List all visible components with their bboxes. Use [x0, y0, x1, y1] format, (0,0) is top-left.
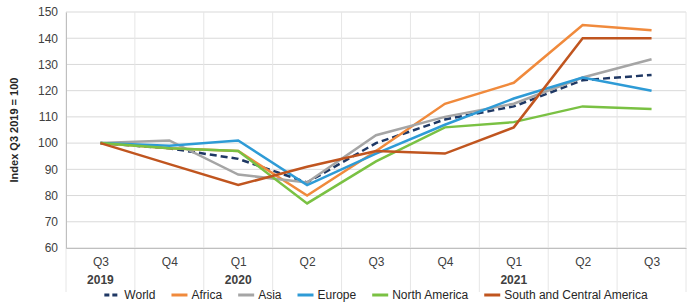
- series-line: [100, 38, 651, 185]
- x-tick-label: Q4: [437, 255, 453, 269]
- y-axis-line: [66, 13, 67, 249]
- legend-label: Europe: [318, 288, 357, 302]
- y-tick: 130: [38, 58, 66, 72]
- y-tick-label: 70: [45, 215, 59, 229]
- grid-line: [66, 248, 686, 249]
- series-line: [100, 59, 651, 182]
- y-tick: 100: [38, 136, 66, 150]
- y-tick: 80: [45, 189, 66, 203]
- year-label: 2020: [225, 273, 252, 287]
- plot: 60 70 80 90 100 110 120 130 140 150 Q3 Q4 Q1 Q2 Q3 Q4 Q1…: [38, 5, 687, 292]
- column-separator: [479, 12, 480, 292]
- legend-label: North America: [392, 288, 468, 302]
- year-label: 2019: [87, 273, 114, 287]
- x-tick-label: Q3: [93, 255, 109, 269]
- legend-label: South and Central America: [504, 288, 648, 302]
- x-tick: Q1: [231, 248, 247, 269]
- legend-item: World: [104, 288, 155, 302]
- column-separator: [134, 12, 135, 292]
- grid-line: [66, 12, 686, 13]
- series-line: [100, 106, 651, 203]
- y-tick-label: 150: [38, 5, 58, 19]
- x-tick-label: Q3: [368, 255, 384, 269]
- y-tick-label: 90: [45, 163, 59, 177]
- legend-swatch: [372, 294, 388, 297]
- column-separator: [203, 12, 204, 292]
- x-tick-label: Q4: [162, 255, 178, 269]
- legend-swatch: [484, 294, 500, 297]
- grid-line: [66, 90, 686, 91]
- x-tick-label: Q2: [575, 255, 591, 269]
- x-tick-label: Q1: [506, 255, 522, 269]
- x-tick-label: Q2: [300, 255, 316, 269]
- y-tick-label: 130: [38, 58, 58, 72]
- y-tick-label: 60: [45, 241, 59, 255]
- grid-line: [66, 221, 686, 222]
- legend-item: South and Central America: [484, 288, 648, 302]
- legend-item: Asia: [238, 288, 282, 302]
- column-separator: [686, 12, 687, 292]
- grid-line: [66, 169, 686, 170]
- y-tick: 140: [38, 32, 66, 46]
- y-tick: 70: [45, 215, 66, 229]
- x-axis-line: [67, 248, 687, 249]
- legend-item: Europe: [298, 288, 357, 302]
- y-tick-label: 80: [45, 189, 59, 203]
- legend-item: North America: [372, 288, 468, 302]
- legend-label: World: [124, 288, 155, 302]
- column-separators: [66, 12, 686, 292]
- y-tick-label: 100: [38, 136, 58, 150]
- x-tick: Q2: [575, 248, 591, 269]
- column-separator: [341, 12, 342, 292]
- year-label: 2021: [500, 273, 527, 287]
- grid-line: [66, 195, 686, 196]
- grid-line: [66, 64, 686, 65]
- y-tick-label: 140: [38, 32, 58, 46]
- y-axis-title: Index Q3 2019 = 100: [8, 78, 20, 183]
- x-tick: Q4: [162, 248, 178, 269]
- x-tick-label: Q1: [231, 255, 247, 269]
- legend-swatch: [298, 294, 314, 297]
- x-tick-label: Q3: [644, 255, 660, 269]
- y-axis: 60 70 80 90 100 110 120 130 140 150: [38, 5, 67, 255]
- y-tick: 150: [38, 5, 66, 19]
- y-tick-label: 120: [38, 84, 58, 98]
- legend-swatch: [104, 294, 120, 297]
- chart: 60 70 80 90 100 110 120 130 140 150 Q3 Q4 Q1 Q2 Q3 Q4 Q1…: [0, 0, 692, 303]
- y-tick: 90: [45, 163, 66, 177]
- legend-label: Asia: [258, 288, 282, 302]
- series-lines: [100, 25, 651, 203]
- grid-line: [66, 116, 686, 117]
- legend: World Africa Asia Europe North America South …: [104, 288, 648, 302]
- x-axis: Q3 Q4 Q1 Q2 Q3 Q4 Q1 Q2 Q3: [67, 248, 687, 269]
- legend-swatch: [171, 294, 187, 297]
- x-tick: Q4: [437, 248, 453, 269]
- column-separator: [617, 12, 618, 292]
- legend-label: Africa: [191, 288, 222, 302]
- y-tick: 60: [45, 241, 66, 255]
- x-tick: Q2: [300, 248, 316, 269]
- x-tick: Q1: [506, 248, 522, 269]
- x-tick: Q3: [644, 248, 660, 269]
- year-labels: 2019 2020 2021: [87, 273, 527, 287]
- legend-item: Africa: [171, 288, 222, 302]
- column-separator: [272, 12, 273, 292]
- series-line: [100, 75, 651, 183]
- column-separator: [66, 12, 67, 292]
- legend-swatch: [238, 294, 254, 297]
- grid: [66, 12, 686, 248]
- y-tick: 120: [38, 84, 66, 98]
- x-tick: Q3: [368, 248, 384, 269]
- x-tick: Q3: [93, 248, 109, 269]
- y-tick-label: 110: [39, 110, 58, 124]
- y-tick: 110: [39, 110, 66, 124]
